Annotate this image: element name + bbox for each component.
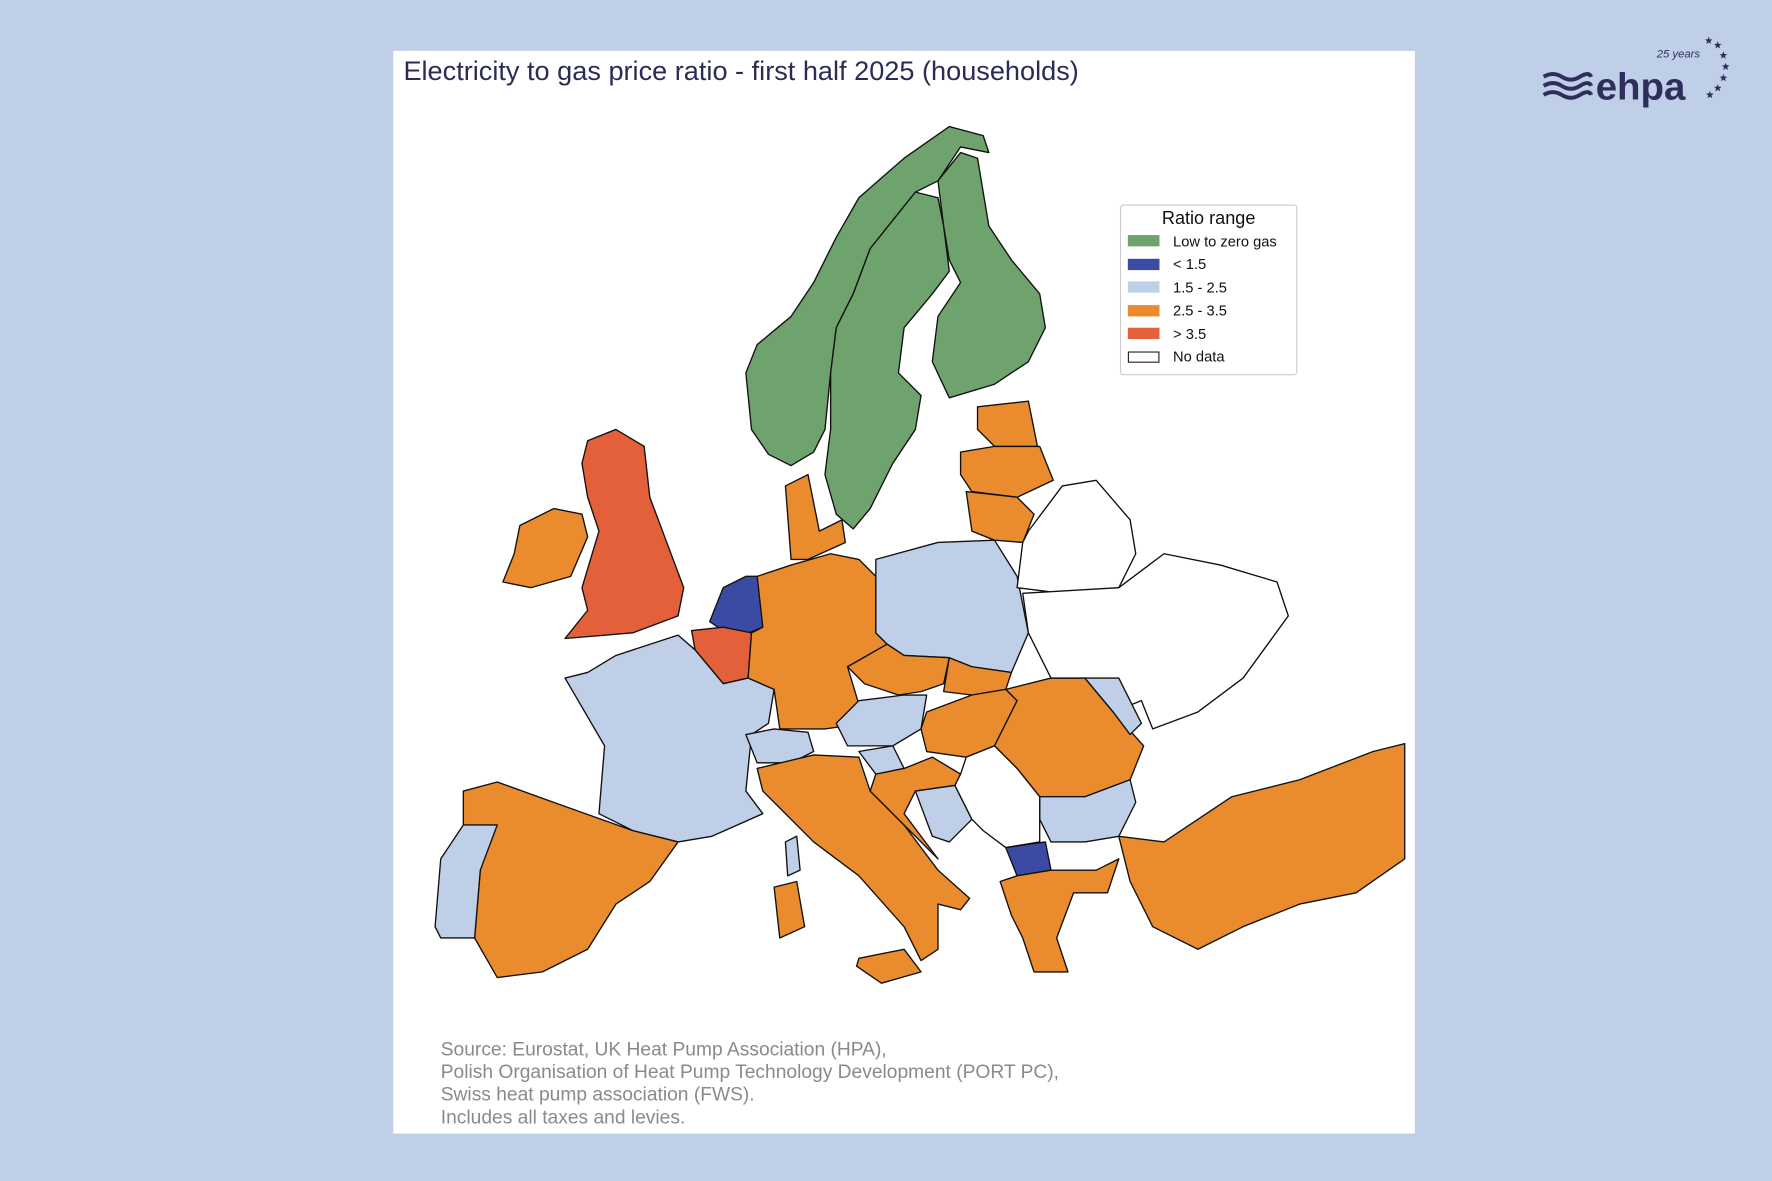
country-estonia [976,400,1039,448]
stars-icon [1704,36,1730,99]
country-france [564,634,775,843]
legend-item: 2.5 - 3.5 [1121,299,1296,322]
legend-label: 1.5 - 2.5 [1173,278,1227,296]
country-ireland [502,507,589,589]
legend-swatch [1127,328,1160,340]
legend-title: Ratio range [1161,209,1256,229]
legend-swatch [1127,281,1160,293]
country-denmark [784,473,846,561]
legend-label: No data [1173,348,1225,366]
star-icon [1719,51,1728,59]
country-italy [756,754,971,962]
country-austria [835,694,928,747]
country-belarus [1016,479,1137,594]
legend-item: < 1.5 [1121,253,1296,276]
country-turkey [1118,742,1406,950]
country-greece [999,858,1120,973]
legend-swatch [1127,258,1160,270]
country-switzerland [745,728,815,764]
source-line: Includes all taxes and levies. [440,1106,686,1128]
waves-icon [1542,72,1594,100]
legend-label: Low to zero gas [1173,232,1277,250]
country-czechia [846,643,950,696]
country-sardinia [773,880,806,939]
legend-swatch [1127,235,1160,247]
star-icon [1713,84,1722,92]
star-icon [1713,41,1722,49]
legend-item: > 3.5 [1121,322,1296,345]
legend: Ratio range Low to zero gas < 1.5 1.5 - 2.… [1119,204,1298,376]
source-line: Polish Organisation of Heat Pump Technol… [440,1061,1060,1083]
map-title: Electricity to gas price ratio - first h… [403,56,1079,88]
star-icon [1721,62,1730,70]
country-sicily [855,948,922,984]
country-latvia [959,445,1054,498]
logo-text: ehpa [1596,65,1686,108]
legend-label: > 3.5 [1173,325,1207,343]
legend-item: No data [1121,345,1296,368]
ehpa-logo: ehpa 25 years [1542,36,1730,108]
logo-tagline: 25 years [1656,49,1701,61]
legend-swatch [1127,304,1160,317]
country-moldova [1084,677,1143,736]
legend-item: Low to zero gas [1121,229,1296,252]
legend-label: < 1.5 [1173,255,1207,273]
country-germany [747,553,888,730]
star-icon [1705,90,1714,99]
legend-item: 1.5 - 2.5 [1121,276,1296,299]
country-corsica [784,835,801,877]
country-lithuania [965,490,1035,544]
country-sweden [824,191,950,530]
country-ukraine [1022,553,1289,730]
source-note: Source: Eurostat, UK Heat Pump Associati… [441,1039,1059,1129]
country-portugal [434,824,498,939]
country-finland [931,151,1047,399]
legend-label: 2.5 - 3.5 [1173,302,1227,319]
legend-swatch [1127,351,1160,363]
source-line: Source: Eurostat, UK Heat Pump Associati… [440,1038,887,1061]
star-icon [1719,73,1728,82]
country-bosnia-and-herzegovina [914,784,973,843]
source-line: Swiss heat pump association (FWS). [440,1083,755,1106]
country-united-kingdom [564,428,685,640]
star-icon [1704,36,1713,44]
